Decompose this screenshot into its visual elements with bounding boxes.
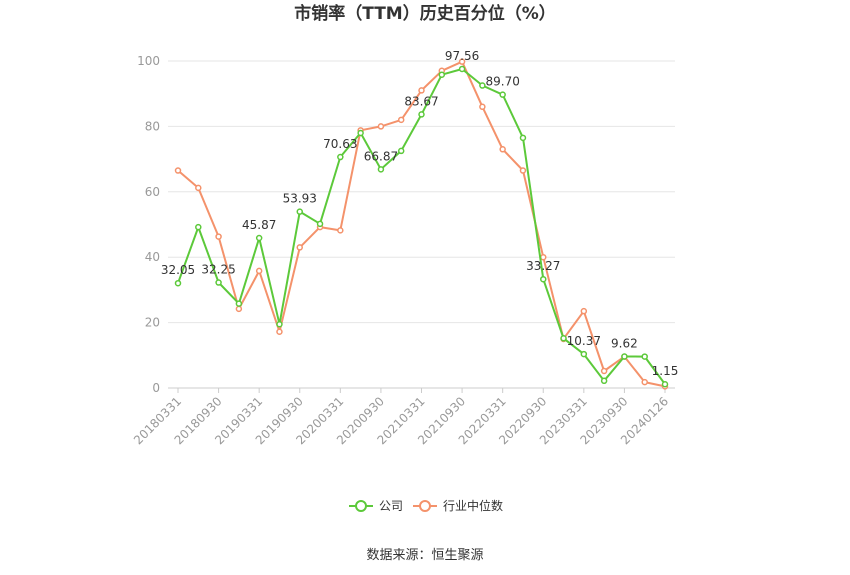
legend-company-label: 公司 — [379, 499, 403, 513]
series-0-point-22 — [621, 353, 628, 360]
series-0-point-24 — [661, 380, 669, 388]
series-0-point-15 — [479, 82, 486, 89]
data-label-8: 70.63 — [323, 137, 357, 151]
series-1-point-11 — [397, 116, 405, 124]
series-0-point-6 — [296, 208, 303, 215]
series-lines — [174, 58, 669, 390]
data-label-4: 45.87 — [242, 218, 276, 232]
series-0-point-1 — [195, 223, 202, 231]
series-1-point-14 — [458, 58, 466, 65]
series-0-point-14 — [458, 65, 466, 73]
series-1-point-15 — [479, 103, 486, 111]
legend-company-marker — [355, 500, 367, 512]
data-label-24: 1.15 — [652, 364, 679, 378]
data-label-6: 53.93 — [283, 192, 317, 206]
series-0-point-13 — [438, 71, 446, 78]
series-0-point-5 — [276, 320, 283, 328]
series-0-point-9 — [357, 129, 364, 137]
data-label-0: 32.05 — [161, 263, 195, 277]
series-1-point-6 — [296, 244, 303, 251]
data-label-18: 33.27 — [526, 259, 560, 273]
series-1-point-2 — [215, 233, 222, 240]
y-tick-label-0: 0 — [152, 381, 160, 395]
series-0-point-20 — [580, 350, 588, 358]
series-0-point-0 — [174, 279, 182, 287]
series-0-point-4 — [255, 234, 263, 242]
data-label-2: 32.25 — [201, 263, 235, 277]
series-1-point-10 — [377, 123, 385, 130]
series-0-point-10 — [377, 166, 385, 173]
series-0-point-8 — [337, 153, 344, 161]
series-0-point-11 — [397, 147, 405, 155]
series-1-point-3 — [235, 305, 243, 313]
data-label-16: 89.70 — [485, 75, 519, 89]
series-0-point-16 — [499, 91, 506, 98]
series-0-point-21 — [600, 377, 608, 385]
series-1-point-5 — [276, 328, 283, 336]
data-label-14: 97.56 — [445, 49, 479, 63]
series-1-point-8 — [337, 227, 344, 234]
series-0-point-3 — [235, 300, 243, 307]
y-tick-label-40: 40 — [145, 250, 160, 264]
series-1-point-20 — [580, 307, 588, 315]
legend-industry-label: 行业中位数 — [443, 498, 503, 513]
series-0-point-12 — [418, 111, 425, 118]
series-1-point-17 — [519, 167, 527, 174]
y-tick-label-100: 100 — [137, 54, 160, 68]
y-tick-label-80: 80 — [145, 119, 160, 133]
axes: 0204060801002018033120180930201903312019… — [131, 54, 675, 447]
series-1-point-1 — [195, 184, 202, 192]
series-0-point-17 — [519, 134, 527, 142]
series-0-point-23 — [641, 353, 648, 360]
data-label-20: 10.37 — [567, 334, 601, 348]
series-0-point-2 — [215, 279, 222, 286]
series-1-point-16 — [499, 146, 506, 153]
y-tick-label-60: 60 — [145, 185, 160, 199]
series-0-point-19 — [560, 335, 567, 342]
series-0-point-7 — [316, 220, 324, 228]
legend-industry-marker — [419, 500, 431, 512]
series-1-point-21 — [600, 367, 608, 375]
series-1-point-4 — [255, 267, 263, 275]
series-1-point-0 — [174, 167, 182, 174]
chart-title: 市销率（TTM）历史百分位（%） — [294, 3, 556, 24]
series-0-point-18 — [540, 275, 547, 283]
y-tick-label-20: 20 — [145, 316, 160, 330]
legend[interactable]: 公司 行业中位数 — [349, 498, 503, 513]
data-labels: 32.05 32.25 45.87 53.93 70.63 66.87 83.67 97.56… — [161, 49, 679, 378]
series-1-point-23 — [641, 378, 648, 386]
data-label-12: 83.67 — [404, 94, 438, 108]
data-label-22: 9.62 — [611, 337, 638, 351]
legend-item-industry-median[interactable]: 行业中位数 — [413, 498, 503, 513]
data-label-10: 66.87 — [364, 149, 398, 163]
series-1-point-12 — [418, 87, 425, 94]
legend-item-company[interactable]: 公司 — [349, 499, 403, 513]
data-source-note: 数据来源：恒生聚源 — [366, 548, 483, 563]
